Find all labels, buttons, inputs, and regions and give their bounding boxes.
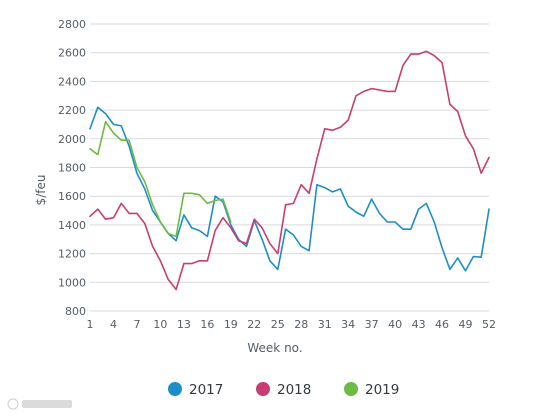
series-lines <box>89 50 490 291</box>
x-tick-label: 40 <box>388 318 402 331</box>
x-axis-ticks: 1 4 7 10 13 16 19 22 25 28 31 34 37 40 43 46 49 52 <box>87 318 497 331</box>
x-axis-title: Week no. <box>247 341 302 355</box>
y-tick-label: 2400 <box>58 75 86 88</box>
x-tick-label: 37 <box>365 318 379 331</box>
watermark-logo <box>7 398 72 410</box>
x-tick-label: 28 <box>294 318 308 331</box>
x-tick-label: 34 <box>341 318 355 331</box>
x-tick-label: 43 <box>412 318 426 331</box>
series-line-2018 <box>89 50 490 291</box>
series-line-2017 <box>89 106 490 272</box>
y-tick-label: 1800 <box>58 162 86 175</box>
y-tick-label: 1200 <box>58 248 86 261</box>
x-tick-label: 52 <box>482 318 496 331</box>
legend-label-2018: 2018 <box>277 382 311 398</box>
x-tick-label: 4 <box>110 318 117 331</box>
x-tick-label: 7 <box>133 318 140 331</box>
x-tick-label: 25 <box>271 318 285 331</box>
legend: 2017 2018 2019 <box>168 382 399 398</box>
y-tick-label: 2600 <box>58 47 86 60</box>
gridlines <box>90 23 489 312</box>
x-tick-label: 46 <box>435 318 449 331</box>
legend-marker-2019 <box>344 382 358 396</box>
y-tick-label: 1400 <box>58 219 86 232</box>
x-tick-label: 10 <box>153 318 167 331</box>
y-axis-title: $/feu <box>34 175 48 206</box>
legend-marker-2017 <box>168 382 182 396</box>
y-tick-label: 2000 <box>58 133 86 146</box>
legend-label-2019: 2019 <box>365 382 399 398</box>
y-tick-label: 1600 <box>58 190 86 203</box>
x-tick-label: 19 <box>224 318 238 331</box>
x-tick-label: 31 <box>318 318 332 331</box>
x-tick-label: 22 <box>247 318 261 331</box>
y-tick-label: 800 <box>65 305 86 318</box>
legend-label-2017: 2017 <box>189 382 223 398</box>
series-line-2019 <box>89 120 232 238</box>
legend-marker-2018 <box>256 382 270 396</box>
y-tick-label: 2800 <box>58 18 86 31</box>
x-tick-label: 1 <box>87 318 94 331</box>
x-tick-label: 49 <box>459 318 473 331</box>
y-tick-label: 2200 <box>58 104 86 117</box>
y-tick-label: 1000 <box>58 276 86 289</box>
x-tick-label: 16 <box>200 318 214 331</box>
x-tick-label: 13 <box>177 318 191 331</box>
y-axis-ticks: 800 1000 1200 1400 1600 1800 2000 2200 2400 2600 2… <box>58 18 86 318</box>
